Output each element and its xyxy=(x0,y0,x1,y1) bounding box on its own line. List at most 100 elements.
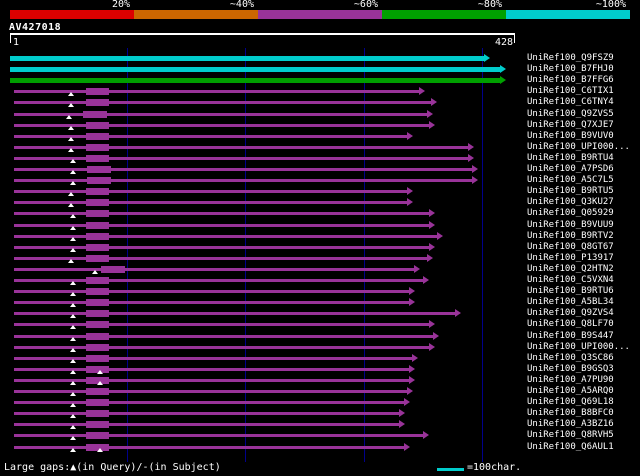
hit-label[interactable]: UniRef100_B9S447 xyxy=(527,330,614,341)
hit-bar[interactable] xyxy=(13,168,473,171)
hit-label[interactable]: UniRef100_Q2HTN2 xyxy=(527,263,614,274)
hit-bar[interactable] xyxy=(13,378,409,382)
hit-segment[interactable] xyxy=(85,243,110,251)
hit-segment[interactable] xyxy=(85,310,110,318)
hit-label[interactable]: UniRef100_A5ARQ0 xyxy=(527,386,614,396)
hit-segment[interactable] xyxy=(85,399,110,407)
hit-bar[interactable] xyxy=(13,367,409,371)
hit-segment[interactable] xyxy=(85,410,110,418)
hit-label[interactable]: UniRef100_Q3KU27 xyxy=(527,197,614,208)
hit-bar[interactable] xyxy=(13,279,423,282)
hit-bar[interactable] xyxy=(10,78,500,84)
hit-bar[interactable] xyxy=(13,290,409,294)
hit-label[interactable]: UniRef100_B9VUU9 xyxy=(527,219,614,230)
hit-segment[interactable] xyxy=(85,132,110,140)
hit-bar[interactable] xyxy=(13,301,409,305)
hit-label[interactable]: UniRef100_C5VXN4 xyxy=(527,275,614,285)
hit-label[interactable]: UniRef100_B9VUV0 xyxy=(527,130,614,141)
hit-label[interactable]: UniRef100_Q69L18 xyxy=(527,397,614,408)
hit-segment[interactable] xyxy=(85,254,110,262)
hit-bar[interactable] xyxy=(13,267,415,271)
hit-label[interactable]: UniRef100_C6TIX1 xyxy=(527,86,614,97)
hit-label[interactable]: UniRef100_A5C7L5 xyxy=(527,175,614,186)
hit-bar[interactable] xyxy=(13,390,408,393)
hit-label[interactable]: UniRef100_P13917 xyxy=(527,252,614,263)
hit-label[interactable]: UniRef100_B9RTU4 xyxy=(527,152,614,163)
hit-segment[interactable] xyxy=(83,110,107,118)
hit-segment[interactable] xyxy=(85,321,110,329)
hit-segment[interactable] xyxy=(101,265,125,273)
hit-segment[interactable] xyxy=(85,221,110,229)
hit-segment[interactable] xyxy=(85,421,110,429)
hit-segment[interactable] xyxy=(85,443,110,451)
hit-label[interactable]: UniRef100_B9RTV2 xyxy=(527,230,614,241)
hit-label[interactable]: UniRef100_A7PSD6 xyxy=(527,164,614,174)
hit-bar[interactable] xyxy=(13,212,429,216)
hit-bar[interactable] xyxy=(10,67,500,73)
hit-label[interactable]: UniRef100_A5BL34 xyxy=(527,297,614,308)
hit-bar[interactable] xyxy=(13,123,429,127)
hit-bar[interactable] xyxy=(13,256,428,260)
hit-bar[interactable] xyxy=(13,401,404,405)
hit-label[interactable]: UniRef100_Q8LF70 xyxy=(527,319,614,330)
hit-bar[interactable] xyxy=(13,234,437,238)
hit-label[interactable]: UniRef100_B7FHJ0 xyxy=(527,64,614,75)
hit-bar[interactable] xyxy=(13,345,429,349)
hit-segment[interactable] xyxy=(85,376,110,384)
hit-label[interactable]: UniRef100_Q9FSZ9 xyxy=(527,53,614,63)
hit-bar[interactable] xyxy=(13,90,420,94)
hit-label[interactable]: UniRef100_Q3SC86 xyxy=(527,352,614,363)
hit-segment[interactable] xyxy=(85,288,110,296)
hit-bar[interactable] xyxy=(13,334,434,338)
hit-bar[interactable] xyxy=(13,101,432,105)
hit-bar[interactable] xyxy=(13,434,423,438)
hit-segment[interactable] xyxy=(85,143,110,151)
hit-label[interactable]: UniRef100_Q7XJE7 xyxy=(527,119,614,130)
hit-label[interactable]: UniRef100_B8BFC0 xyxy=(527,408,614,419)
hit-segment[interactable] xyxy=(85,388,110,395)
hit-label[interactable]: UniRef100_B9RTU6 xyxy=(527,286,614,297)
hit-segment[interactable] xyxy=(85,277,110,284)
hit-segment[interactable] xyxy=(86,177,111,185)
hit-segment[interactable] xyxy=(85,121,110,129)
hit-bar[interactable] xyxy=(13,179,473,183)
hit-segment[interactable] xyxy=(85,365,110,373)
hit-label[interactable]: UniRef100_Q8RVH5 xyxy=(527,430,614,441)
hit-segment[interactable] xyxy=(85,343,110,351)
hit-bar[interactable] xyxy=(13,223,429,227)
hit-segment[interactable] xyxy=(85,199,110,207)
hit-bar[interactable] xyxy=(13,190,408,194)
hit-segment[interactable] xyxy=(85,99,110,107)
hit-bar[interactable] xyxy=(13,201,408,205)
hit-segment[interactable] xyxy=(85,210,110,218)
hit-bar[interactable] xyxy=(13,245,429,249)
hit-bar[interactable] xyxy=(13,134,408,138)
hit-label[interactable]: UniRef100_Q6AUL1 xyxy=(527,441,614,452)
hit-segment[interactable] xyxy=(85,232,110,240)
hit-label[interactable]: UniRef100_UPI000... xyxy=(527,341,630,352)
hit-segment[interactable] xyxy=(85,432,110,440)
hit-segment[interactable] xyxy=(85,299,110,307)
hit-label[interactable]: UniRef100_A3BZ16 xyxy=(527,419,614,430)
hit-bar[interactable] xyxy=(13,312,455,316)
hit-label[interactable]: UniRef100_B9GSQ3 xyxy=(527,363,614,374)
hit-segment[interactable] xyxy=(85,154,110,162)
hit-segment[interactable] xyxy=(85,354,110,362)
hit-segment[interactable] xyxy=(85,332,110,340)
hit-bar[interactable] xyxy=(13,445,404,449)
hit-bar[interactable] xyxy=(13,423,400,427)
hit-label[interactable]: UniRef100_B9RTU5 xyxy=(527,186,614,197)
hit-bar[interactable] xyxy=(10,56,485,61)
hit-label[interactable]: UniRef100_B7FFG6 xyxy=(527,75,614,86)
hit-label[interactable]: UniRef100_Q9ZVS4 xyxy=(527,308,614,319)
hit-bar[interactable] xyxy=(13,156,468,160)
hit-label[interactable]: UniRef100_A7PU90 xyxy=(527,374,614,385)
hit-segment[interactable] xyxy=(86,166,111,173)
hit-bar[interactable] xyxy=(13,356,413,360)
hit-label[interactable]: UniRef100_Q9ZVS5 xyxy=(527,108,614,119)
hit-bar[interactable] xyxy=(13,412,400,416)
hit-bar[interactable] xyxy=(13,112,428,116)
hit-bar[interactable] xyxy=(13,323,429,327)
hit-label[interactable]: UniRef100_UPI000... xyxy=(527,141,630,152)
hit-label[interactable]: UniRef100_Q05929 xyxy=(527,208,614,219)
